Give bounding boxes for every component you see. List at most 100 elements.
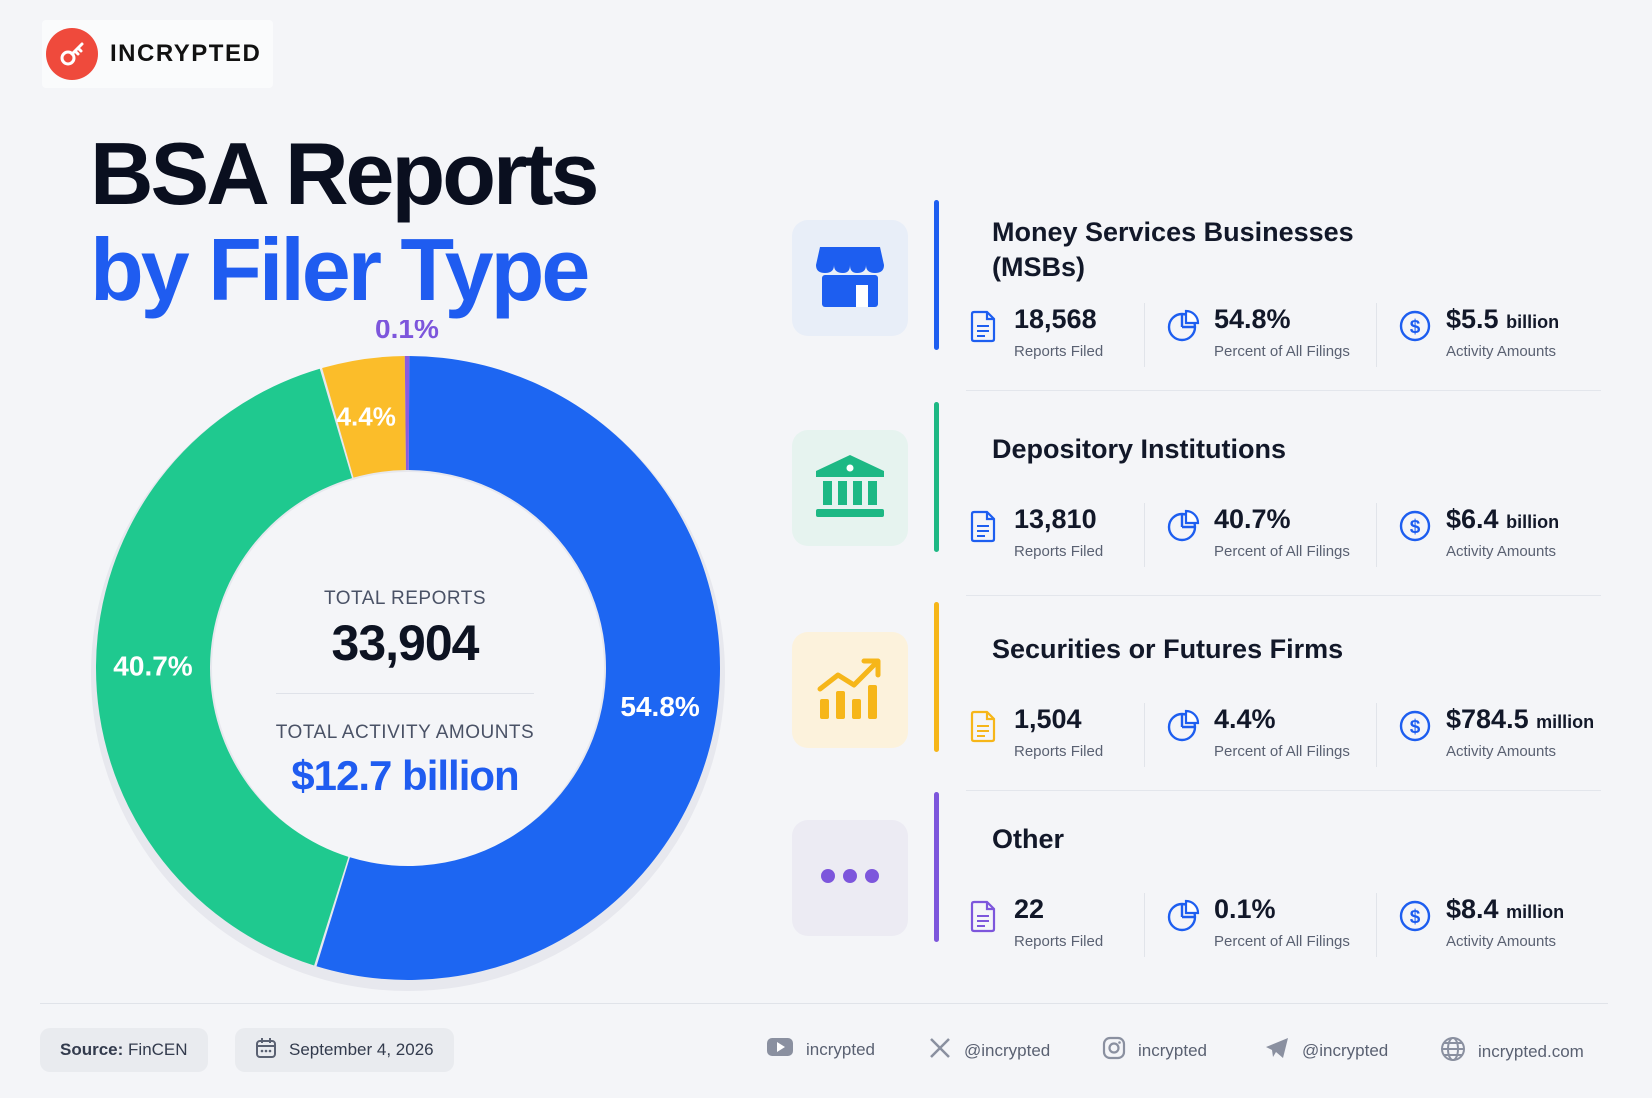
donut-slice-label: 40.7% [113, 650, 192, 681]
row-divider [966, 390, 1601, 391]
dollar-icon: $ [1398, 309, 1432, 343]
amount-value: $784.5 [1446, 704, 1529, 734]
title-line-2: by Filer Type [90, 220, 590, 319]
amount-value: $8.4 [1446, 894, 1499, 924]
category-row: Other 22 Reports Filed 0.1% Percent of A… [792, 792, 1612, 970]
stat-separator [1376, 893, 1377, 957]
percent-value: 54.8% [1214, 304, 1291, 334]
amount-label: Activity Amounts [1446, 742, 1557, 760]
date-badge: September 4, 2026 [235, 1028, 454, 1072]
stat-amount: $ $8.4 million Activity Amounts [1398, 894, 1564, 950]
svg-text:$: $ [1410, 907, 1421, 928]
amount-label: Activity Amounts [1446, 932, 1557, 950]
reports-label: Reports Filed [1014, 742, 1104, 760]
stat-percent: 0.1% Percent of All Filings [1166, 894, 1350, 950]
category-title-line-1: Other [992, 824, 1065, 854]
total-activity-label: TOTAL ACTIVITY AMOUNTS [275, 722, 535, 743]
amount-unit: billion [1506, 312, 1560, 332]
stat-reports: 18,568 Reports Filed [966, 304, 1104, 360]
reports-value: 13,810 [1014, 504, 1097, 534]
document-icon [966, 709, 1000, 743]
dollar-icon: $ [1398, 709, 1432, 743]
stat-percent: 40.7% Percent of All Filings [1166, 504, 1350, 560]
percent-label: Percent of All Filings [1214, 742, 1350, 760]
youtube-icon [766, 1036, 794, 1063]
page-title: BSA Reports by Filer Type [90, 124, 599, 319]
donut-slice-label: 54.8% [620, 691, 699, 722]
growth-chart-icon [814, 655, 886, 726]
social-x[interactable]: @incrypted [928, 1036, 1050, 1065]
donut-slice [95, 368, 352, 966]
total-reports-value: 33,904 [331, 615, 480, 671]
globe-icon [1440, 1036, 1466, 1067]
percent-value: 0.1% [1214, 894, 1276, 924]
x-icon [928, 1036, 952, 1065]
title-line-1: BSA Reports [90, 124, 599, 223]
social-youtube-text: incrypted [806, 1039, 875, 1059]
donut-slice [322, 356, 406, 478]
percent-label: Percent of All Filings [1214, 342, 1350, 360]
category-title: Other [992, 822, 1412, 857]
social-youtube[interactable]: incrypted [766, 1036, 875, 1063]
donut-slice-label: 4.4% [337, 402, 396, 432]
more-dots-icon-tile [792, 820, 908, 936]
total-reports-label: TOTAL REPORTS [323, 588, 487, 609]
category-title: Money Services Businesses (MSBs) [992, 215, 1412, 285]
pie-chart-icon [1166, 309, 1200, 343]
stat-percent: 4.4% Percent of All Filings [1166, 704, 1350, 760]
category-title-line-1: Money Services Businesses [992, 217, 1354, 247]
category-row: Securities or Futures Firms 1,504 Report… [792, 602, 1612, 791]
stat-separator [1376, 703, 1377, 767]
stat-separator [1144, 703, 1145, 767]
storefront-icon-tile [792, 220, 908, 336]
stat-separator [1144, 503, 1145, 567]
growth-chart-icon-tile [792, 632, 908, 748]
amount-label: Activity Amounts [1446, 342, 1557, 360]
pie-chart-icon [1166, 899, 1200, 933]
percent-value: 40.7% [1214, 504, 1291, 534]
center-divider [276, 693, 534, 694]
stat-reports: 1,504 Reports Filed [966, 704, 1104, 760]
reports-label: Reports Filed [1014, 342, 1104, 360]
stat-percent: 54.8% Percent of All Filings [1166, 304, 1350, 360]
source-badge: Source: FinCEN [40, 1028, 208, 1072]
category-accent-bar [934, 200, 939, 350]
document-icon [966, 509, 1000, 543]
calendar-icon [255, 1037, 277, 1064]
brand-name: INCRYPTED [110, 40, 262, 67]
stat-separator [1376, 503, 1377, 567]
pie-chart-icon [1166, 509, 1200, 543]
amount-unit: billion [1506, 512, 1560, 532]
svg-text:$: $ [1410, 517, 1421, 538]
svg-text:$: $ [1410, 317, 1421, 338]
stat-amount: $ $784.5 million Activity Amounts [1398, 704, 1595, 760]
social-telegram-text: @incrypted [1302, 1040, 1389, 1060]
reports-label: Reports Filed [1014, 932, 1104, 950]
bank-icon [814, 453, 886, 524]
pie-chart-icon [1166, 709, 1200, 743]
amount-unit: million [1536, 712, 1595, 732]
more-dots-icon [814, 866, 886, 891]
telegram-icon [1264, 1036, 1290, 1065]
category-title-line-1: Securities or Futures Firms [992, 634, 1344, 664]
donut-slice [316, 356, 720, 980]
social-website[interactable]: incrypted.com [1440, 1036, 1584, 1067]
stat-amount: $ $5.5 billion Activity Amounts [1398, 304, 1560, 360]
document-icon [966, 309, 1000, 343]
donut-slice-label: 0.1% [375, 320, 439, 344]
storefront-icon [814, 243, 886, 314]
amount-value: $6.4 [1446, 504, 1499, 534]
percent-value: 4.4% [1214, 704, 1276, 734]
stat-separator [1376, 303, 1377, 367]
brand-logo[interactable]: INCRYPTED [42, 20, 274, 88]
percent-label: Percent of All Filings [1214, 542, 1350, 560]
dollar-icon: $ [1398, 899, 1432, 933]
category-title: Depository Institutions [992, 432, 1412, 467]
social-telegram[interactable]: @incrypted [1264, 1036, 1388, 1065]
amount-label: Activity Amounts [1446, 542, 1557, 560]
total-activity-value: $12.7 billion [291, 752, 519, 799]
social-instagram[interactable]: incrypted [1102, 1036, 1207, 1065]
category-row: Depository Institutions 13,810 Reports F… [792, 402, 1612, 596]
stat-separator [1144, 303, 1145, 367]
bank-icon-tile [792, 430, 908, 546]
